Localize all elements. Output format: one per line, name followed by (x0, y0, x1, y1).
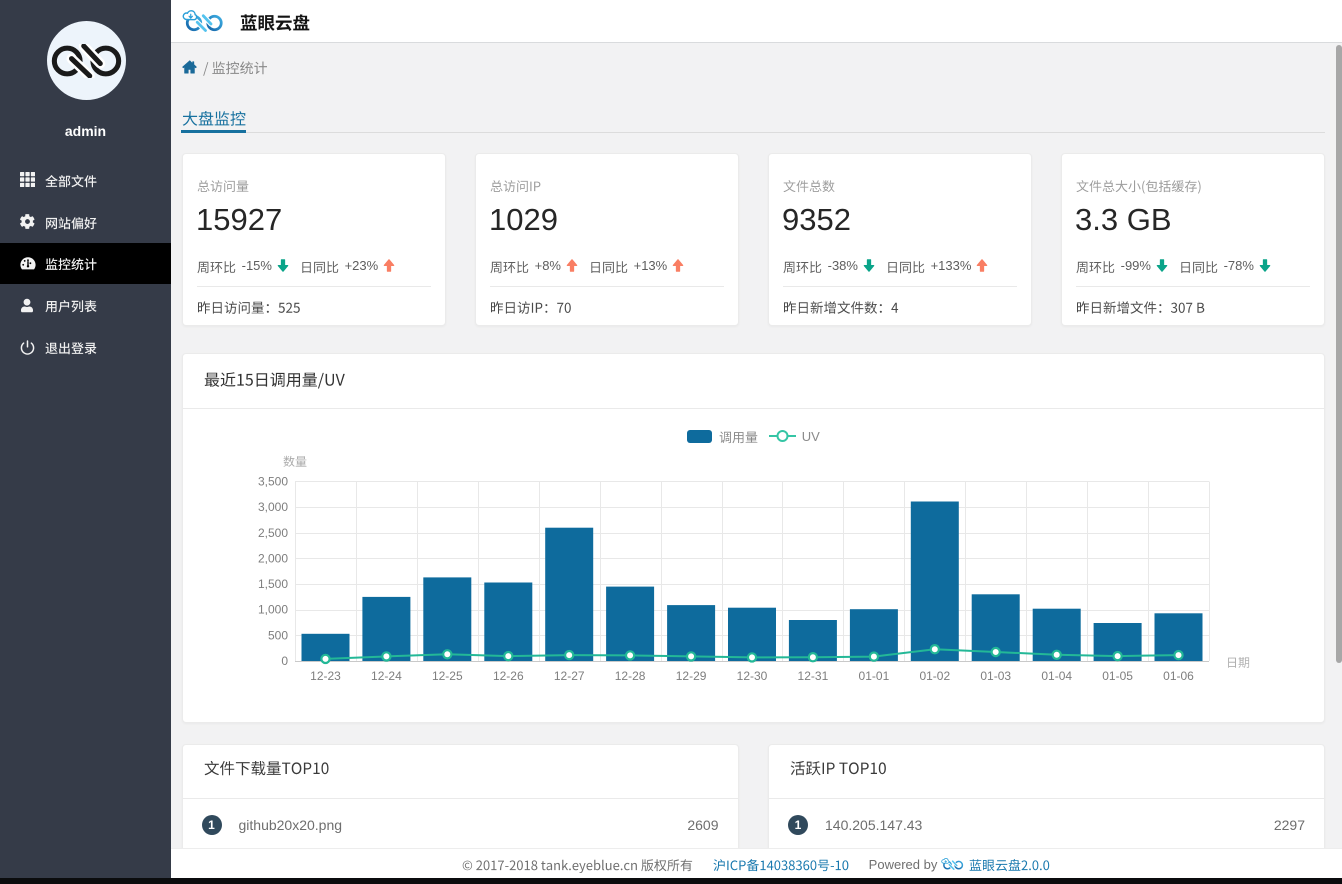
svg-text:01-05: 01-05 (1102, 669, 1133, 683)
svg-text:01-01: 01-01 (859, 669, 890, 683)
svg-text:12-27: 12-27 (554, 669, 585, 683)
svg-text:3,000: 3,000 (258, 500, 288, 514)
svg-text:01-03: 01-03 (980, 669, 1011, 683)
svg-text:12-29: 12-29 (676, 669, 707, 683)
svg-text:3,500: 3,500 (258, 475, 288, 489)
svg-text:1,500: 1,500 (258, 577, 288, 591)
svg-text:2,000: 2,000 (258, 551, 288, 565)
svg-text:12-30: 12-30 (737, 669, 768, 683)
svg-text:12-28: 12-28 (615, 669, 646, 683)
svg-text:01-04: 01-04 (1041, 669, 1072, 683)
svg-text:1,000: 1,000 (258, 603, 288, 617)
svg-text:0: 0 (281, 654, 288, 668)
svg-text:500: 500 (268, 628, 288, 642)
svg-text:12-23: 12-23 (310, 669, 341, 683)
svg-text:12-25: 12-25 (432, 669, 463, 683)
svg-text:01-02: 01-02 (919, 669, 950, 683)
svg-text:12-24: 12-24 (371, 669, 402, 683)
svg-text:12-26: 12-26 (493, 669, 524, 683)
svg-text:2,500: 2,500 (258, 526, 288, 540)
svg-text:01-06: 01-06 (1163, 669, 1194, 683)
svg-text:12-31: 12-31 (798, 669, 829, 683)
